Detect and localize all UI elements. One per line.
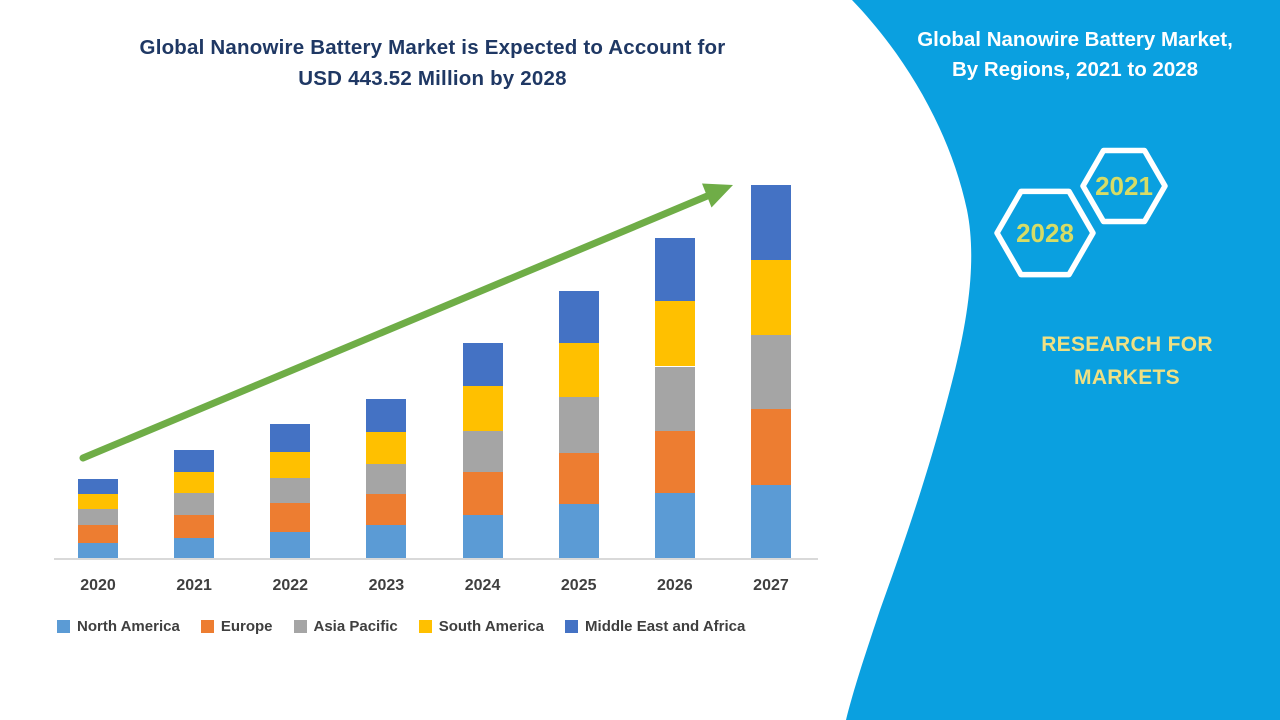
legend-swatch-north-america (57, 620, 70, 633)
bar-segment-north-america-2027 (750, 484, 791, 559)
bar-segment-south-america-2022 (270, 452, 311, 479)
brand-line1: RESEARCH FOR (1041, 333, 1213, 356)
bar-segment-middle-east-and-africa-2021 (174, 450, 215, 473)
legend-item-asia-pacific: Asia Pacific (293, 618, 398, 635)
bar-segment-europe-2025 (558, 453, 599, 505)
bar-segment-north-america-2025 (558, 504, 599, 559)
bar-segment-south-america-2020 (78, 493, 118, 509)
right-panel-title-line1: Global Nanowire Battery Market, (917, 28, 1233, 51)
legend-swatch-europe (200, 620, 214, 633)
trend-arrow-head (702, 183, 733, 208)
bar-segment-europe-2023 (366, 493, 407, 526)
bar-segment-europe-2027 (750, 408, 791, 485)
legend-label-asia-pacific: Asia Pacific (313, 618, 398, 635)
legend-swatch-asia-pacific (293, 620, 307, 633)
bar-segment-middle-east-and-africa-2024 (462, 343, 503, 386)
hexagon-2028 (994, 188, 1096, 278)
bar-segment-south-america-2023 (366, 431, 407, 464)
legend-item-south-america: South America (418, 618, 545, 635)
trend-arrow-shaft (79, 190, 716, 462)
bar-segment-asia-pacific-2020 (78, 508, 118, 526)
bar-segment-europe-2022 (270, 503, 311, 533)
bar-segment-north-america-2023 (366, 525, 407, 559)
hexagon-badges: 2028 2021 (994, 147, 1168, 278)
bar-segment-middle-east-and-africa-2026 (654, 237, 695, 302)
bar-segment-asia-pacific-2023 (366, 463, 407, 494)
brand-wordmark: RESEARCH FOR MARKETS (1022, 328, 1232, 394)
right-panel-title: Global Nanowire Battery Market, By Regio… (880, 25, 1270, 85)
bar-segment-asia-pacific-2024 (462, 430, 503, 473)
x-axis-label-2025: 2025 (560, 577, 597, 594)
right-panel-curve-shape (846, 0, 1280, 720)
bar-segment-middle-east-and-africa-2022 (270, 424, 311, 453)
bar-segment-asia-pacific-2025 (558, 397, 599, 454)
bar-segment-middle-east-and-africa-2023 (366, 399, 407, 432)
bar-segment-middle-east-and-africa-2020 (78, 479, 118, 494)
bar-segment-north-america-2024 (462, 514, 503, 559)
chart-legend: North America Europe Asia Pacific South Ame… (57, 618, 745, 635)
bar-segment-middle-east-and-africa-2027 (750, 184, 791, 260)
bar-segment-north-america-2022 (270, 532, 311, 559)
x-axis-label-2022: 2022 (272, 577, 309, 594)
legend-item-europe: Europe (200, 618, 273, 635)
x-axis-label-2026: 2026 (657, 577, 693, 594)
x-axis-label-2021: 2021 (176, 577, 212, 594)
bar-segment-north-america-2026 (654, 492, 695, 559)
legend-swatch-middle-east-and-africa (565, 620, 579, 633)
bar-segment-europe-2021 (174, 514, 215, 538)
legend-item-north-america: North America (57, 618, 180, 635)
chart-title-line1: Global Nanowire Battery Market is Expect… (139, 36, 726, 59)
x-axis-label-2027: 2027 (753, 577, 789, 594)
bar-segment-middle-east-and-africa-2025 (558, 291, 599, 344)
bar-segment-south-america-2025 (558, 343, 599, 398)
legend-label-middle-east-and-africa: Middle East and Africa (585, 618, 746, 635)
legend-label-europe: Europe (220, 618, 273, 635)
bar-segment-europe-2024 (462, 472, 503, 515)
chart-title-line2: USD 443.52 Million by 2028 (298, 67, 567, 90)
x-axis-line (54, 558, 818, 560)
legend-label-south-america: South America (438, 618, 545, 635)
brand-line2: MARKETS (1074, 366, 1180, 389)
bar-segment-asia-pacific-2021 (174, 492, 215, 515)
chart-title: Global Nanowire Battery Market is Expect… (75, 32, 790, 94)
bar-segment-south-america-2026 (654, 301, 695, 367)
bar-segment-asia-pacific-2027 (750, 334, 791, 409)
bar-segment-south-america-2021 (174, 472, 215, 493)
bar-segment-europe-2026 (654, 430, 695, 493)
x-axis-label-2024: 2024 (464, 577, 501, 594)
hexagon-2028-label: 2028 (1016, 218, 1074, 248)
bar-segment-south-america-2027 (750, 259, 791, 335)
legend-item-middle-east-and-africa: Middle East and Africa (565, 618, 745, 635)
x-axis-label-2023: 2023 (368, 577, 405, 594)
bar-segment-asia-pacific-2022 (270, 478, 311, 504)
right-panel-title-line2: By Regions, 2021 to 2028 (951, 58, 1199, 81)
bar-segment-north-america-2020 (78, 542, 118, 559)
hexagon-2021 (1080, 147, 1168, 225)
legend-label-north-america: North America (77, 618, 180, 635)
bar-segment-north-america-2021 (174, 537, 215, 559)
bar-segment-south-america-2024 (462, 385, 503, 431)
x-axis-label-2020: 2020 (80, 577, 116, 594)
bar-segment-asia-pacific-2026 (654, 366, 695, 431)
legend-swatch-south-america (418, 620, 432, 633)
hexagon-2021-label: 2021 (1095, 171, 1153, 201)
bar-segment-europe-2020 (78, 525, 118, 543)
